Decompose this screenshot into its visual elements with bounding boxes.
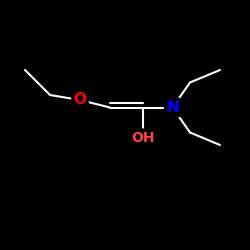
Text: N: N — [166, 100, 179, 115]
Text: OH: OH — [131, 130, 154, 144]
Text: O: O — [74, 92, 86, 108]
